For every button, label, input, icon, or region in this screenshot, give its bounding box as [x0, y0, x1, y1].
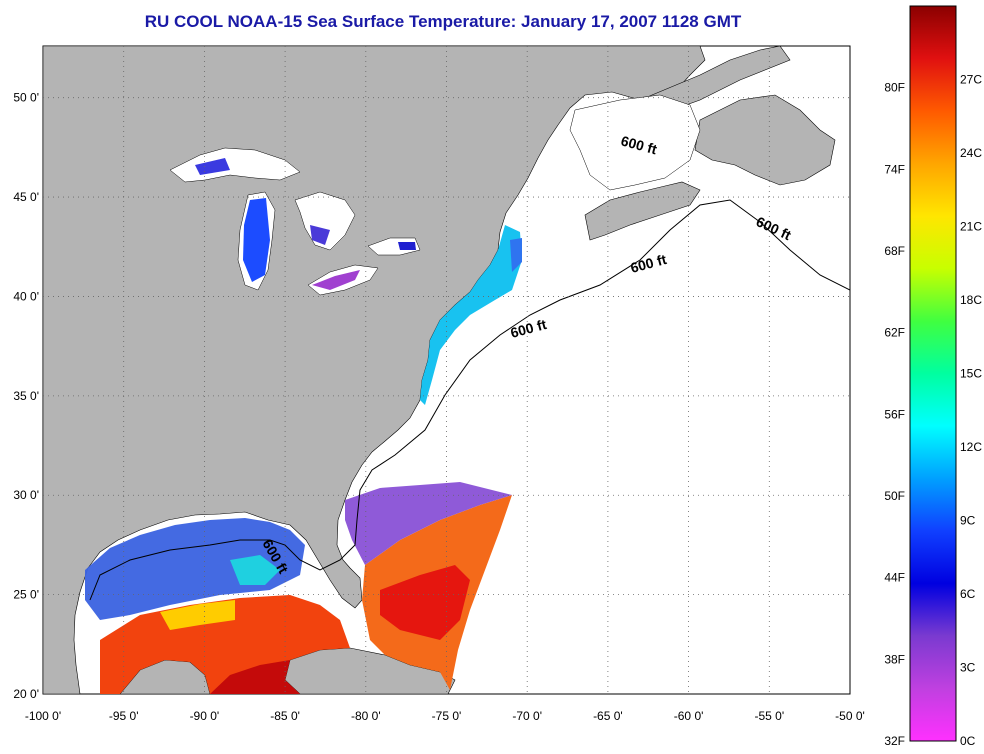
colorbar-fahrenheit-label: 62F: [884, 326, 905, 340]
land-mass: [43, 46, 706, 694]
colorbar-celsius-label: 18C: [960, 293, 982, 307]
longitude-label: -100 0': [25, 709, 61, 723]
sst-atlantic-edge: [345, 482, 512, 565]
longitude-label: -95 0': [109, 709, 139, 723]
colorbar-celsius-label: 24C: [960, 146, 982, 160]
nova-scotia: [584, 181, 701, 241]
longitude-label: -85 0': [270, 709, 300, 723]
colorbar-celsius-label: 3C: [960, 661, 976, 675]
longitude-label: -50 0': [835, 709, 865, 723]
newfoundland: [694, 94, 836, 186]
longitude-label: -60 0': [674, 709, 704, 723]
longitude-label: -75 0': [432, 709, 462, 723]
map-title: RU COOL NOAA-15 Sea Surface Temperature:…: [144, 12, 742, 31]
longitude-label: -90 0': [190, 709, 220, 723]
colorbar-celsius-label: 12C: [960, 440, 982, 454]
colorbar-celsius-label: 0C: [960, 734, 976, 748]
sst-gulf-cyan: [230, 555, 280, 585]
longitude-label: -80 0': [351, 709, 381, 723]
sst-atlantic-gulfstream: [380, 565, 470, 640]
longitude-labels: -100 0' -95 0' -90 0' -85 0' -80 0' -75 0' -70…: [25, 709, 865, 723]
colorbar-fahrenheit-label: 50F: [884, 489, 905, 503]
colorbar-celsius-label: 27C: [960, 73, 982, 87]
latitude-label: 45 0': [13, 190, 39, 204]
gulf-st-lawrence: [569, 94, 701, 191]
sst-gulf-mid: [160, 600, 235, 630]
latitude-labels: 50 0' 45 0' 40 0' 35 0' 30 0' 25 0' 20 0': [13, 91, 39, 701]
colorbar-fahrenheit-label: 68F: [884, 244, 905, 258]
colorbar-fahrenheit-labels: 80F 74F 68F 62F 56F 50F 44F 38F 32F: [884, 81, 905, 748]
longitude-label: -70 0': [512, 709, 542, 723]
latitude-label: 20 0': [13, 687, 39, 701]
latitude-label: 50 0': [13, 91, 39, 105]
latitude-label: 25 0': [13, 588, 39, 602]
colorbar-fahrenheit-label: 80F: [884, 81, 905, 95]
lake-superior-sst: [195, 158, 230, 175]
graticule: [43, 46, 850, 694]
colorbar-celsius-label: 9C: [960, 514, 976, 528]
longitude-label: -65 0': [593, 709, 623, 723]
colorbar-fahrenheit-label: 56F: [884, 407, 905, 421]
lake-huron-sst: [310, 225, 330, 245]
latitude-label: 40 0': [13, 289, 39, 303]
colorbar-fahrenheit-label: 38F: [884, 652, 905, 666]
isobath-600ft: [89, 199, 850, 601]
sst-shelf-blue: [510, 238, 522, 272]
colorbar-celsius-labels: 27C 24C 21C 18C 15C 12C 9C 6C 3C 0C: [960, 73, 982, 749]
latitude-label: 30 0': [13, 488, 39, 502]
color-bar: [909, 5, 957, 742]
colorbar-celsius-label: 6C: [960, 587, 976, 601]
sst-gulf-cool: [85, 518, 305, 620]
latitude-label: 35 0': [13, 389, 39, 403]
colorbar-celsius-label: 15C: [960, 367, 982, 381]
longitude-label: -55 0': [754, 709, 784, 723]
colorbar-fahrenheit-label: 74F: [884, 162, 905, 176]
colorbar-fahrenheit-label: 44F: [884, 571, 905, 585]
lake-erie-sst: [312, 270, 360, 290]
lake-huron: [294, 191, 356, 251]
colorbar-celsius-label: 21C: [960, 220, 982, 234]
lake-michigan-sst: [243, 198, 270, 282]
sst-caribbean: [210, 660, 300, 694]
lake-ontario-sst: [398, 242, 416, 250]
colorbar-fahrenheit-label: 32F: [884, 734, 905, 748]
sst-shelf-coastal: [420, 225, 522, 405]
